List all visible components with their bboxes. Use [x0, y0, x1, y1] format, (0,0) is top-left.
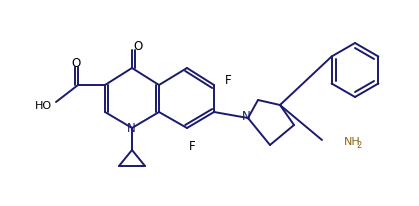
Text: 2: 2: [357, 140, 362, 150]
Text: F: F: [225, 74, 231, 87]
Text: HO: HO: [34, 101, 52, 111]
Text: N: N: [127, 123, 135, 136]
Text: F: F: [189, 139, 195, 152]
Text: NH: NH: [344, 137, 361, 147]
Text: O: O: [71, 56, 80, 69]
Text: N: N: [242, 110, 251, 123]
Text: O: O: [133, 40, 142, 53]
